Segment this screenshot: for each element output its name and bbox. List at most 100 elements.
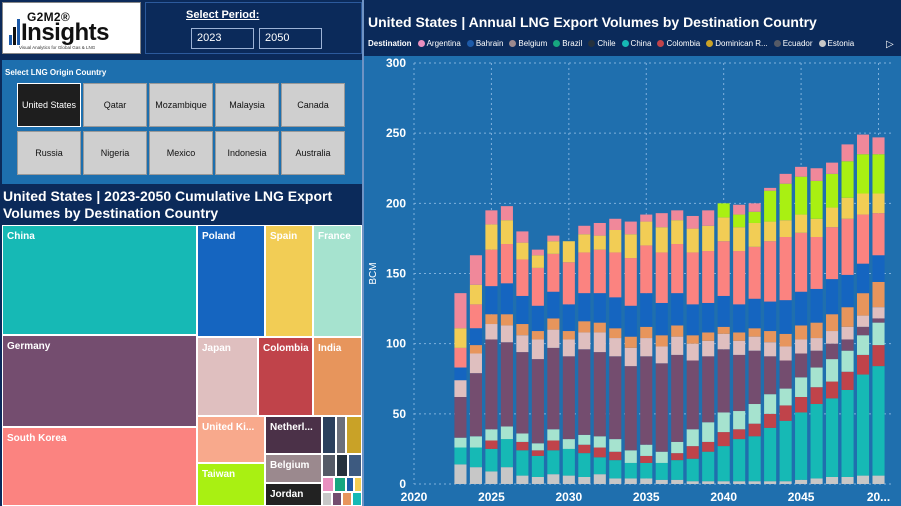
bar-segment[interactable] <box>593 222 606 236</box>
bar-segment[interactable] <box>872 193 885 214</box>
bar-segment[interactable] <box>810 338 823 351</box>
bar-segment[interactable] <box>717 412 730 433</box>
treemap-tile-india[interactable]: India <box>313 337 362 416</box>
bar-segment[interactable] <box>516 295 529 325</box>
bar-segment[interactable] <box>562 439 575 449</box>
bar-segment[interactable] <box>578 476 591 484</box>
bar-segment[interactable] <box>717 295 730 327</box>
treemap-tile-jordan[interactable]: Jordan <box>265 483 322 506</box>
bar-segment[interactable] <box>547 241 560 254</box>
bar-segment[interactable] <box>779 346 792 361</box>
bar-segment[interactable] <box>609 252 622 298</box>
bar-segment[interactable] <box>702 451 715 482</box>
bar-segment[interactable] <box>671 336 684 355</box>
bar-segment[interactable] <box>717 481 730 484</box>
treemap-tile-small[interactable] <box>354 477 362 492</box>
bar-segment[interactable] <box>856 214 870 264</box>
bar-segment[interactable] <box>624 347 637 367</box>
bar-segment[interactable] <box>655 302 668 336</box>
bar-segment[interactable] <box>500 325 513 343</box>
bar-segment[interactable] <box>624 258 637 306</box>
bar-segment[interactable] <box>593 436 606 448</box>
bar-segment[interactable] <box>795 479 808 484</box>
legend-item-belgium[interactable]: Belgium <box>509 39 547 48</box>
bar-segment[interactable] <box>795 339 808 354</box>
bar-segment[interactable] <box>655 363 668 452</box>
bar-segment[interactable] <box>810 237 823 289</box>
bar-segment[interactable] <box>485 286 498 315</box>
bar-segment[interactable] <box>562 339 575 357</box>
origin-button-qatar[interactable]: Qatar <box>83 83 147 127</box>
bar-segment[interactable] <box>624 305 637 337</box>
bar-segment[interactable] <box>531 339 544 360</box>
origin-button-canada[interactable]: Canada <box>281 83 345 127</box>
bar-segment[interactable] <box>547 347 560 430</box>
bar-segment[interactable] <box>856 193 870 215</box>
bar-segment[interactable] <box>826 331 839 344</box>
bar-segment[interactable] <box>856 315 870 327</box>
bar-segment[interactable] <box>779 388 792 406</box>
bar-segment[interactable] <box>655 451 668 463</box>
bar-segment[interactable] <box>516 242 529 260</box>
bar-segment[interactable] <box>810 180 823 219</box>
bar-segment[interactable] <box>872 307 885 319</box>
treemap-tile-small[interactable] <box>346 477 354 492</box>
bar-segment[interactable] <box>655 227 668 253</box>
bar-segment[interactable] <box>547 450 560 475</box>
bar-segment[interactable] <box>856 475 870 484</box>
treemap-tile-small[interactable] <box>342 492 352 506</box>
bar-segment[interactable] <box>779 420 792 482</box>
bar-segment[interactable] <box>733 340 746 355</box>
legend-item-dominican-republic[interactable]: Dominican R... <box>706 39 768 48</box>
bar-segment[interactable] <box>655 213 668 228</box>
bar-segment[interactable] <box>531 331 544 340</box>
bar-segment[interactable] <box>609 218 622 230</box>
bar-segment[interactable] <box>671 441 684 454</box>
bar-segment[interactable] <box>469 304 482 329</box>
origin-button-nigeria[interactable]: Nigeria <box>83 131 147 175</box>
bar-segment[interactable] <box>686 481 699 484</box>
bar-segment[interactable] <box>485 224 498 250</box>
bar-segment[interactable] <box>485 249 498 287</box>
bar-segment[interactable] <box>485 440 498 449</box>
bar-segment[interactable] <box>779 481 792 484</box>
bar-segment[interactable] <box>547 440 560 451</box>
bar-segment[interactable] <box>856 326 870 336</box>
bar-segment[interactable] <box>578 293 591 322</box>
treemap-tile-france[interactable]: France <box>313 225 362 337</box>
bar-segment[interactable] <box>531 305 544 332</box>
bar-segment[interactable] <box>733 429 746 440</box>
bar-segment[interactable] <box>764 394 777 414</box>
bar-segment[interactable] <box>686 215 699 229</box>
bar-segment[interactable] <box>516 352 529 434</box>
bar-segment[interactable] <box>810 322 823 339</box>
bar-segment[interactable] <box>624 234 637 259</box>
bar-segment[interactable] <box>609 328 622 339</box>
period-start-input[interactable]: 2023 <box>191 28 254 49</box>
bar-segment[interactable] <box>764 187 777 191</box>
bar-segment[interactable] <box>826 343 839 360</box>
bar-segment[interactable] <box>748 481 761 484</box>
bar-segment[interactable] <box>531 450 544 456</box>
treemap-tile-south-korea[interactable]: South Korea <box>2 427 197 506</box>
bar-segment[interactable] <box>733 227 746 252</box>
bar-segment[interactable] <box>500 342 513 427</box>
bar-segment[interactable] <box>702 340 715 357</box>
bar-segment[interactable] <box>810 218 823 238</box>
bar-segment[interactable] <box>826 398 839 477</box>
bar-segment[interactable] <box>764 427 777 482</box>
bar-segment[interactable] <box>795 353 808 378</box>
legend-item-colombia[interactable]: Colombia <box>657 39 700 48</box>
bar-segment[interactable] <box>733 439 746 482</box>
bar-segment[interactable] <box>748 436 761 482</box>
bar-segment[interactable] <box>609 451 622 461</box>
bar-segment[interactable] <box>531 249 544 256</box>
origin-button-mozambique[interactable]: Mozambique <box>149 83 213 127</box>
bar-segment[interactable] <box>779 333 792 347</box>
bar-segment[interactable] <box>717 349 730 413</box>
bar-segment[interactable] <box>624 478 637 484</box>
bar-segment[interactable] <box>779 220 792 238</box>
bar-segment[interactable] <box>841 326 854 340</box>
bar-segment[interactable] <box>671 293 684 326</box>
treemap-tile-small[interactable] <box>332 492 342 506</box>
